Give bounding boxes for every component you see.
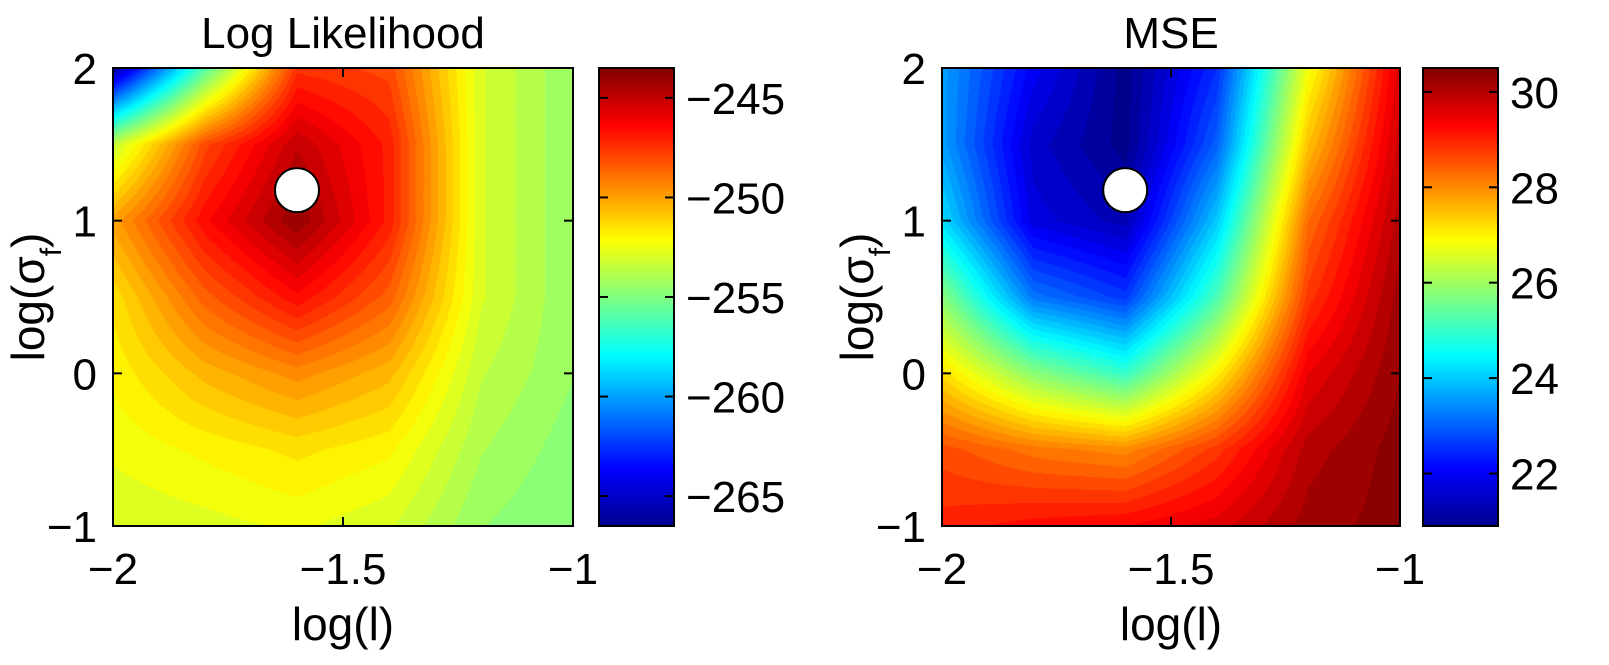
colorbar-tick-label: 30 — [1510, 69, 1559, 118]
colorbar-tick-label: 26 — [1510, 260, 1559, 309]
colorbar-tick-label: 24 — [1510, 355, 1559, 404]
y-ticks: −1 0 1 2 — [47, 45, 573, 552]
colorbar-gradient — [599, 68, 674, 526]
colorbar-tick-label: −245 — [686, 75, 785, 124]
colorbar-frame — [1422, 67, 1499, 527]
y-axis-label: log(σf) — [2, 233, 68, 362]
heatmap-area — [941, 67, 1401, 527]
colorbar-tick-label: −265 — [686, 473, 785, 522]
x-tick-label: −1.5 — [300, 545, 387, 594]
colorbar-tick-label: −255 — [686, 274, 785, 323]
colorbar-tick-label: −250 — [686, 174, 785, 223]
heatmap-image — [113, 68, 573, 526]
y-tick-label: 2 — [902, 45, 926, 94]
y-axis-label-close: ) — [2, 233, 54, 248]
y-tick-label: −1 — [47, 503, 97, 552]
colorbar-tick-label: −260 — [686, 374, 785, 423]
colorbar-ticks: 30 28 26 24 22 — [1423, 69, 1559, 500]
x-axis-label: log(l) — [292, 598, 394, 650]
y-axis-label: log(σf) — [831, 233, 897, 362]
colorbar: 30 28 26 24 22 — [1422, 67, 1559, 527]
panel-log-likelihood: Log Likelihood −2 −1.5 −1 −1 0 1 2 log(l) log… — [2, 9, 785, 650]
colorbar-gradient — [1423, 68, 1498, 526]
y-axis-label-subscript: f — [35, 247, 68, 256]
x-tick-label: −2 — [917, 545, 967, 594]
y-tick-label: 1 — [73, 198, 97, 247]
heatmap-area — [112, 67, 574, 527]
x-tick-label: −1.5 — [1128, 545, 1215, 594]
y-tick-label: 0 — [902, 350, 926, 399]
y-axis-label-close: ) — [831, 233, 883, 248]
chart-title: MSE — [1123, 9, 1218, 58]
colorbar: −245 −250 −255 −260 −265 — [598, 67, 785, 527]
optimum-marker — [274, 167, 320, 214]
colorbar-tick-label: 22 — [1510, 451, 1559, 500]
x-ticks: −2 −1.5 −1 — [88, 68, 598, 594]
x-tick-label: −1 — [548, 545, 598, 594]
y-ticks: −1 0 1 2 — [876, 45, 1400, 552]
y-tick-label: −1 — [876, 503, 926, 552]
y-axis-label-main: log(σ — [2, 256, 54, 361]
y-axis-label-subscript: f — [864, 247, 897, 256]
y-tick-label: 0 — [73, 350, 97, 399]
x-tick-label: −2 — [88, 545, 138, 594]
y-axis-label-main: log(σ — [831, 256, 883, 361]
optimum-marker — [1102, 167, 1149, 214]
x-tick-label: −1 — [1375, 545, 1425, 594]
colorbar-tick-label: 28 — [1510, 164, 1559, 213]
colorbar-ticks: −245 −250 −255 −260 −265 — [599, 75, 785, 522]
x-ticks: −2 −1.5 −1 — [917, 68, 1425, 594]
chart-title: Log Likelihood — [201, 9, 485, 58]
heatmap-image — [942, 68, 1400, 526]
y-tick-label: 2 — [73, 45, 97, 94]
x-axis-label: log(l) — [1120, 598, 1222, 650]
panel-mse: MSE −2 −1.5 −1 −1 0 1 2 log(l) log(σf) 30 28 26… — [831, 9, 1559, 650]
y-tick-label: 1 — [902, 198, 926, 247]
